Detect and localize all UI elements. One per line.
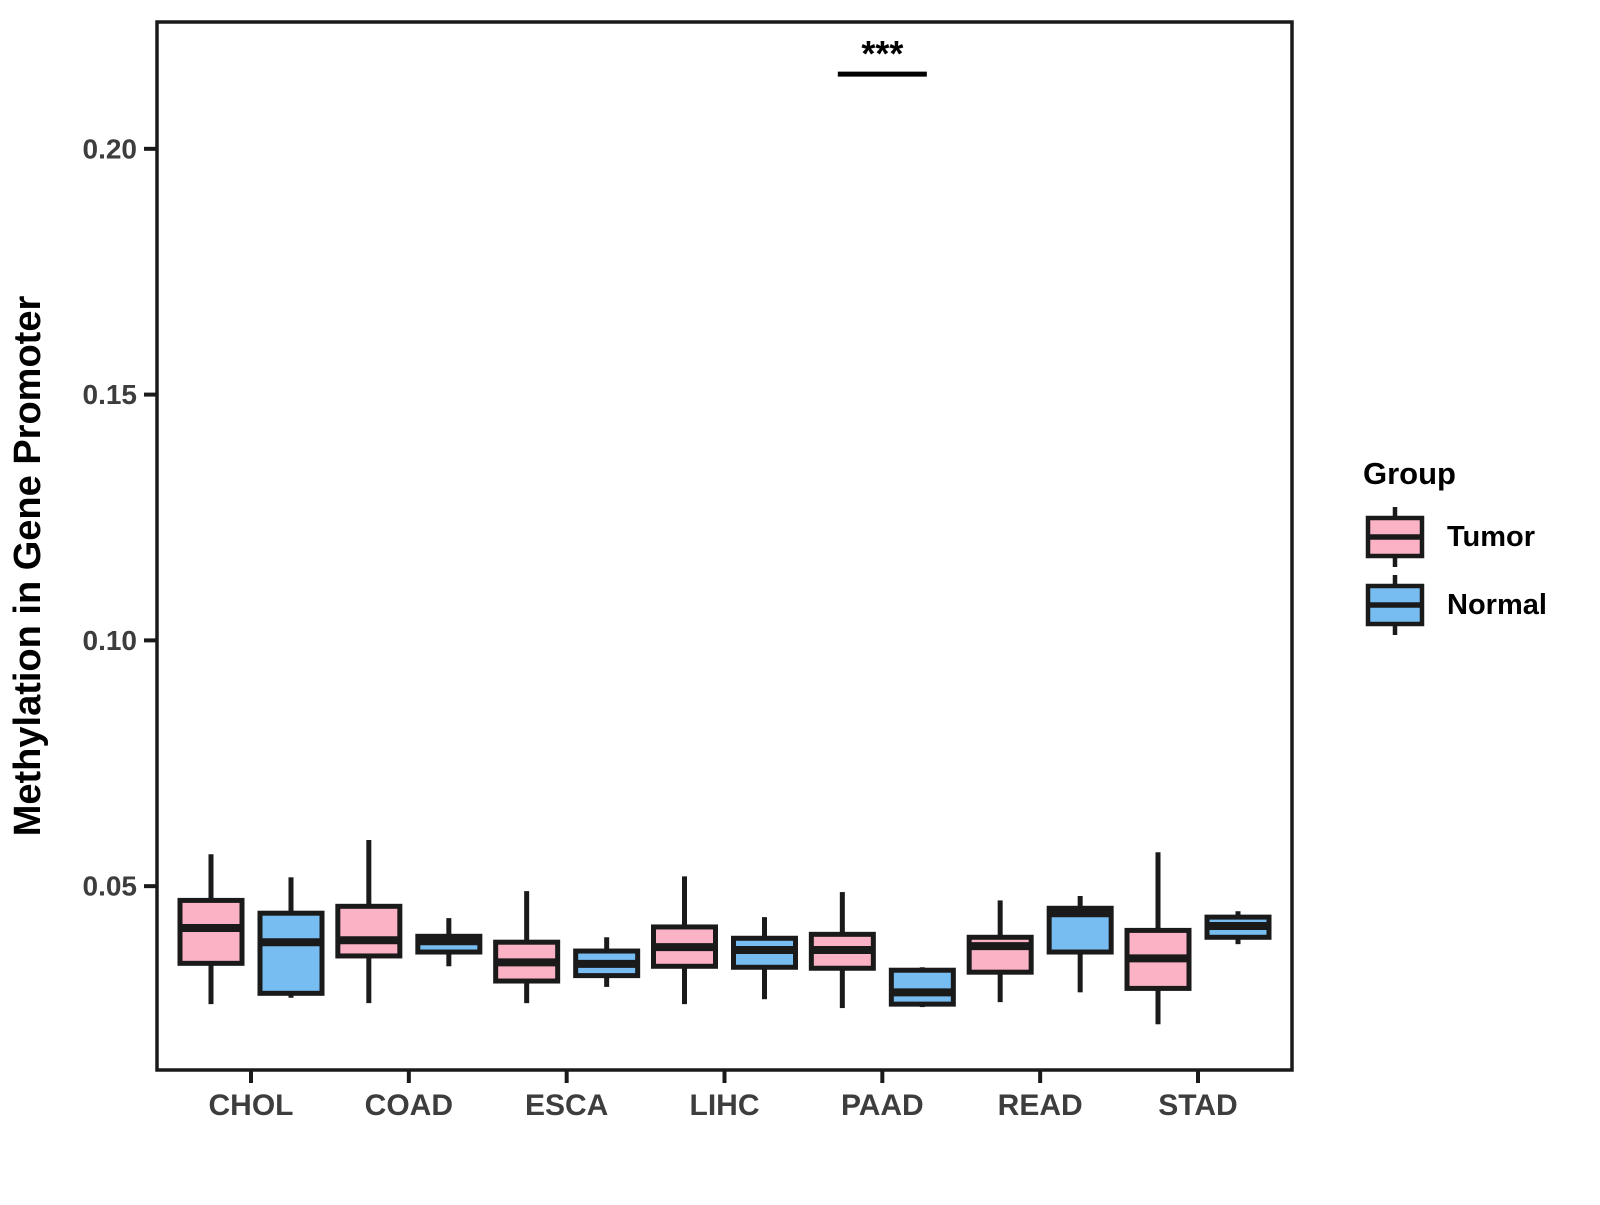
y-tick-label: 0.10 (83, 625, 138, 656)
box-paad-normal (888, 967, 956, 1008)
x-axis: CHOL COAD ESCA LIHC PAAD READ STAD (209, 1070, 1238, 1122)
y-tick-label: 0.20 (83, 133, 138, 164)
box-chol-normal (257, 877, 325, 998)
legend-entries: Tumor Normal (1365, 507, 1547, 635)
legend-label: Tumor (1447, 521, 1535, 553)
x-axis-label-coad: COAD (365, 1089, 453, 1122)
x-axis-label-stad: STAD (1158, 1089, 1237, 1122)
x-axis-label-esca: ESCA (525, 1089, 608, 1122)
box-coad-tumor (335, 839, 403, 1004)
y-tick-label: 0.15 (83, 379, 138, 410)
box-coad-normal (415, 918, 483, 967)
box-read-normal (1046, 895, 1114, 993)
x-axis-label-chol: CHOL (209, 1089, 294, 1122)
box-esca-tumor (493, 891, 561, 1004)
box-lihc-normal (731, 917, 798, 1000)
box-paad-tumor (808, 892, 876, 1009)
boxes-layer (177, 839, 1272, 1025)
significance-annotation: *** (837, 33, 927, 77)
box-rect (257, 910, 325, 996)
x-axis-label-read: READ (998, 1089, 1083, 1122)
significance-stars: *** (861, 33, 903, 74)
box-lihc-tumor (651, 876, 718, 1005)
legend-title: Group (1363, 456, 1456, 491)
plot-panel-border (155, 20, 1294, 1072)
box-stad-normal (1204, 911, 1272, 945)
legend-entry-normal: Normal (1365, 575, 1547, 635)
legend: Group Tumor Normal (1363, 456, 1547, 635)
y-axis-title: Methylation in Gene Promoter (7, 296, 49, 837)
box-esca-normal (573, 937, 641, 987)
box-read-tumor (966, 900, 1034, 1003)
x-axis-label-paad: PAAD (841, 1089, 924, 1122)
box-rect (888, 967, 956, 1007)
legend-label: Normal (1447, 589, 1547, 621)
y-tick-label: 0.05 (83, 871, 138, 902)
box-rect (335, 903, 403, 959)
legend-entry-tumor: Tumor (1365, 507, 1535, 567)
x-axis-label-lihc: LIHC (690, 1089, 760, 1122)
y-axis: 0.05 0.10 0.15 0.20 (83, 133, 157, 902)
box-stad-tumor (1124, 852, 1192, 1025)
box-chol-tumor (177, 854, 245, 1005)
